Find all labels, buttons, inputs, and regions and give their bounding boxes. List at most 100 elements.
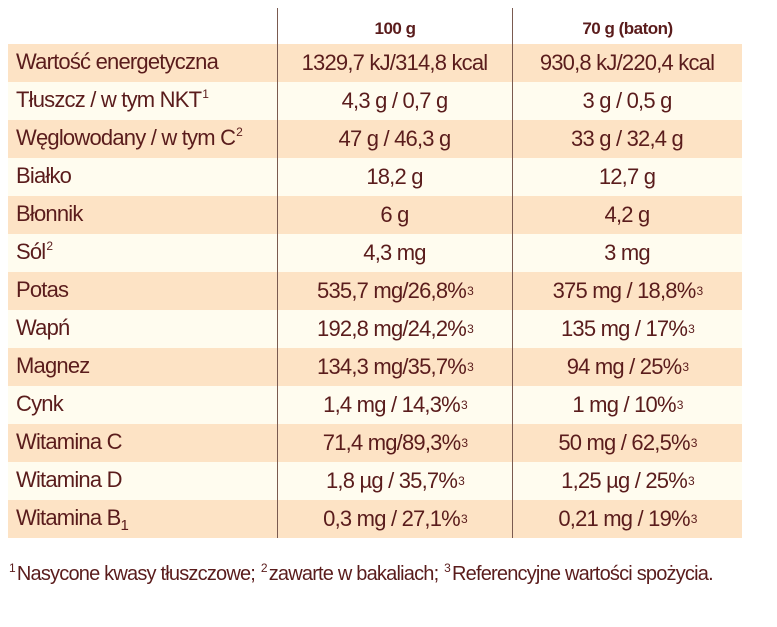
- value-100g-footnote-ref: 3: [467, 360, 474, 374]
- value-70g-cell: 3 g / 0,5 g: [512, 82, 742, 120]
- value-100g-footnote-ref: 3: [467, 322, 474, 336]
- nutrient-label: Cynk: [8, 391, 277, 420]
- value-70g-cell: 94 mg / 25% 3: [512, 348, 742, 386]
- nutrient-label: Magnez: [8, 353, 277, 382]
- table-row: Potas 535,7 mg/26,8% 3 375 mg / 18,8% 3: [8, 272, 742, 310]
- value-70g-footnote-ref: 3: [687, 474, 695, 488]
- nutrient-name: Węglowodany / w tym C: [16, 124, 236, 150]
- table-row: Wapń 192,8 mg/24,2% 3 135 mg / 17% 3: [8, 310, 742, 348]
- value-100g-cell: 1,8 µg / 35,7% 3: [277, 462, 512, 500]
- value-70g-cell: 3 mg: [512, 234, 742, 272]
- footnote-text: Nasycone kwasy tłuszczowe;: [16, 563, 260, 585]
- nutrient-name: Tłuszcz / w tym NKT: [16, 86, 202, 112]
- value-70g-cell: 1,25 µg / 25% 3: [512, 462, 742, 500]
- nutrient-name: Wartość energetyczna: [16, 48, 219, 74]
- value-70g: 3 g / 0,5 g: [582, 88, 672, 113]
- header-70g: 70 g (baton): [512, 8, 742, 44]
- value-70g: 135 mg / 17%: [560, 316, 688, 341]
- value-70g: 33 g / 32,4 g: [571, 126, 684, 151]
- table-row: Błonnik 6 g 4,2 g: [8, 196, 742, 234]
- value-100g-cell: 0,3 mg / 27,1% 3: [277, 500, 512, 538]
- table-row: Witamina D 1,8 µg / 35,7% 3 1,25 µg / 25% 3: [8, 462, 742, 500]
- value-70g: 4,2 g: [604, 202, 651, 227]
- value-70g: 930,8 kJ/220,4 kcal: [539, 50, 715, 75]
- value-70g-cell: 33 g / 32,4 g: [512, 120, 742, 158]
- footnote-text: Referencyjne wartości spożycia.: [451, 563, 714, 585]
- footnote-marker: 3: [444, 561, 451, 575]
- nutrient-name: Cynk: [16, 390, 64, 416]
- footnote: 1 Nasycone kwasy tłuszczowe; 2 zawarte w b…: [8, 553, 768, 589]
- value-70g-footnote-ref: 3: [688, 322, 695, 336]
- nutrient-label: Wartość energetyczna: [8, 49, 277, 78]
- table-row: Witamina C 71,4 mg/89,3% 3 50 mg / 62,5% 3: [8, 424, 742, 462]
- value-100g-cell: 134,3 mg/35,7% 3: [277, 348, 512, 386]
- nutrient-label: Wapń: [8, 315, 277, 344]
- value-100g: 4,3 g / 0,7 g: [341, 88, 449, 113]
- table-row: Białko 18,2 g 12,7 g: [8, 158, 742, 196]
- nutrient-footnote-ref: 2: [236, 124, 243, 139]
- nutrient-name: Sól: [16, 238, 46, 264]
- nutrient-label: Błonnik: [8, 201, 277, 230]
- value-100g: 4,3 mg: [363, 240, 426, 265]
- value-70g: 94 mg / 25%: [566, 354, 683, 379]
- nutrition-table: 100 g 70 g (baton) Wartość energetyczna 1…: [8, 8, 742, 538]
- value-100g: 134,3 mg/35,7%: [317, 354, 467, 379]
- value-100g-cell: 192,8 mg/24,2% 3: [277, 310, 512, 348]
- table-row: Tłuszcz / w tym NKT1 4,3 g / 0,7 g 3 g / 0…: [8, 82, 742, 120]
- value-70g-footnote-ref: 3: [696, 284, 704, 298]
- value-70g-cell: 930,8 kJ/220,4 kcal: [512, 44, 742, 82]
- value-100g: 535,7 mg/26,8%: [317, 278, 467, 303]
- nutrient-name: Wapń: [16, 314, 70, 340]
- value-100g-cell: 4,3 mg: [277, 234, 512, 272]
- nutrient-name: Magnez: [16, 352, 90, 378]
- value-70g-cell: 0,21 mg / 19% 3: [512, 500, 742, 538]
- nutrient-label: Sól2: [8, 239, 277, 268]
- value-70g-cell: 1 mg / 10% 3: [512, 386, 742, 424]
- value-70g: 3 mg: [604, 240, 651, 265]
- nutrient-subscript: 1: [120, 516, 129, 534]
- table-row: Magnez 134,3 mg/35,7% 3 94 mg / 25% 3: [8, 348, 742, 386]
- table-row: Węglowodany / w tym C2 47 g / 46,3 g 33 g …: [8, 120, 742, 158]
- value-100g: 18,2 g: [366, 164, 423, 189]
- nutrient-name: Witamina D: [16, 466, 122, 492]
- table-row: Sól2 4,3 mg 3 mg: [8, 234, 742, 272]
- value-70g-footnote-ref: 3: [690, 512, 698, 526]
- nutrient-name: Witamina B: [16, 504, 121, 530]
- value-70g: 1 mg / 10%: [572, 392, 676, 417]
- value-70g-footnote-ref: 3: [682, 360, 689, 374]
- value-100g-cell: 535,7 mg/26,8% 3: [277, 272, 512, 310]
- value-100g: 6 g: [380, 202, 409, 227]
- nutrient-label: Witamina D: [8, 467, 277, 496]
- header-100g: 100 g: [277, 8, 512, 44]
- value-70g: 0,21 mg / 19%: [558, 506, 690, 531]
- table-row: Cynk 1,4 mg / 14,3% 3 1 mg / 10% 3: [8, 386, 742, 424]
- footnote-marker: 1: [9, 561, 16, 575]
- nutrient-label: Węglowodany / w tym C2: [8, 125, 277, 154]
- value-100g-cell: 4,3 g / 0,7 g: [277, 82, 512, 120]
- nutrient-footnote-ref: 2: [46, 238, 53, 253]
- value-100g-cell: 1,4 mg / 14,3% 3: [277, 386, 512, 424]
- nutrient-label: Witamina C: [8, 429, 277, 458]
- value-100g: 47 g / 46,3 g: [338, 126, 452, 151]
- value-100g: 1,8 µg / 35,7%: [326, 468, 458, 493]
- value-70g-cell: 375 mg / 18,8% 3: [512, 272, 742, 310]
- nutrient-label: Białko: [8, 163, 277, 192]
- value-70g: 375 mg / 18,8%: [552, 278, 697, 303]
- value-70g: 1,25 µg / 25%: [561, 468, 688, 493]
- value-70g-cell: 50 mg / 62,5% 3: [512, 424, 742, 462]
- value-70g: 12,7 g: [598, 164, 656, 189]
- value-100g: 192,8 mg/24,2%: [317, 316, 467, 341]
- value-100g-footnote-ref: 3: [461, 436, 468, 450]
- value-100g: 0,3 mg / 27,1%: [323, 506, 461, 531]
- value-100g-cell: 47 g / 46,3 g: [277, 120, 512, 158]
- value-100g-footnote-ref: 3: [467, 284, 474, 298]
- nutrient-label: Tłuszcz / w tym NKT1: [8, 87, 277, 116]
- value-100g: 1329,7 kJ/314,8 kcal: [301, 50, 489, 75]
- value-70g-footnote-ref: 3: [690, 436, 698, 450]
- value-100g-footnote-ref: 3: [458, 474, 465, 488]
- footnote-marker: 2: [260, 561, 268, 575]
- nutrient-footnote-ref: 1: [202, 86, 209, 101]
- nutrient-name: Witamina C: [16, 428, 122, 454]
- nutrient-label: Witamina B1: [8, 505, 277, 534]
- value-70g-cell: 135 mg / 17% 3: [512, 310, 742, 348]
